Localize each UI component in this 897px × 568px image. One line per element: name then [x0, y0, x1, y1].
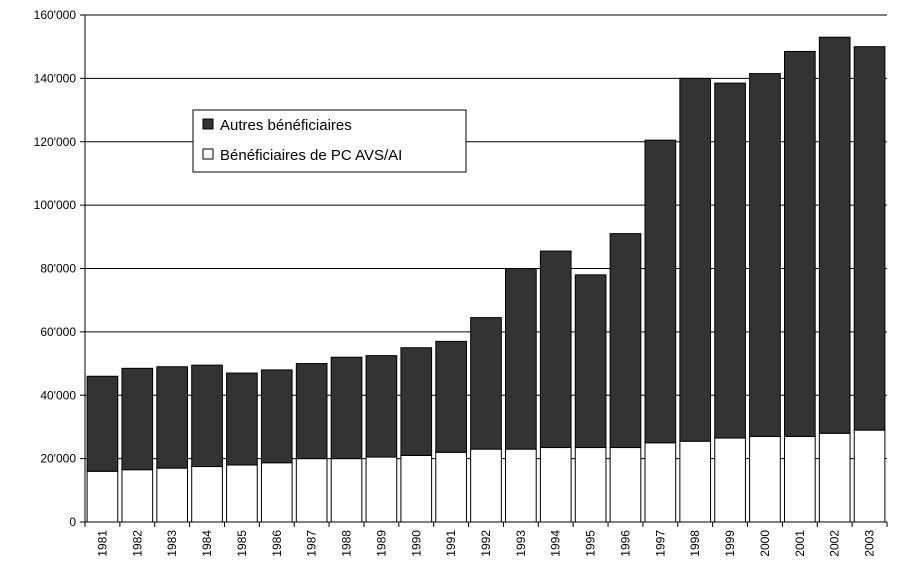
- bar-segment-autres: [435, 340, 467, 453]
- x-tick-label: 1990: [409, 530, 423, 557]
- bar-segment-pc-avs-ai: [679, 440, 712, 523]
- legend-swatch-pc: [202, 148, 214, 160]
- legend-swatch-autres: [202, 118, 214, 130]
- x-tick-label: 1997: [653, 530, 667, 557]
- bar-segment-autres: [470, 317, 502, 450]
- bar-segment-pc-avs-ai: [853, 429, 886, 523]
- y-tick-label: 20'000: [40, 452, 76, 466]
- bar-segment-pc-avs-ai: [435, 451, 467, 523]
- bar-segment-pc-avs-ai: [260, 462, 293, 523]
- y-tick-label: 140'000: [34, 71, 77, 85]
- bar-segment-autres: [121, 367, 154, 471]
- bar-segment-pc-avs-ai: [749, 435, 781, 523]
- bar-segment-autres: [86, 375, 119, 472]
- bar-segment-autres: [156, 366, 189, 469]
- bar-segment-autres: [400, 347, 433, 456]
- bar-segment-pc-avs-ai: [156, 467, 189, 523]
- bar-segment-autres: [365, 355, 398, 458]
- bar-segment-autres: [818, 36, 851, 434]
- bar-segment-autres: [295, 363, 328, 460]
- x-tick-labels: 1981 1982 1983 1984 1985 1986 1987 1988 1989 1990…: [95, 530, 876, 557]
- legend-label-autres: Autres bénéficiaires: [220, 117, 352, 134]
- x-tick-label: 1993: [514, 530, 528, 557]
- bar-segment-autres: [644, 139, 677, 444]
- x-tick-label: 2003: [863, 530, 877, 557]
- bar-segment-autres: [260, 369, 293, 464]
- x-tick-label: 1982: [130, 530, 144, 557]
- x-tick-label: 1999: [723, 530, 737, 557]
- bar-segment-pc-avs-ai: [365, 456, 398, 523]
- bar-segment-pc-avs-ai: [295, 458, 328, 523]
- bar-segment-autres: [679, 77, 712, 442]
- bar-segment-autres: [783, 50, 816, 437]
- legend-box: [192, 109, 467, 173]
- x-tick-label: 1996: [618, 530, 632, 557]
- y-tick-label: 100'000: [34, 198, 77, 212]
- axes: [80, 14, 888, 527]
- bar-segment-pc-avs-ai: [574, 447, 607, 523]
- bar-segment-pc-avs-ai: [783, 435, 816, 523]
- legend: Autres bénéficiaires Bénéficiaires de PC…: [192, 109, 467, 173]
- x-tick-label: 1981: [95, 530, 109, 557]
- x-tick-label: 1984: [200, 530, 214, 557]
- y-tick-labels: 0 20'000 40'000 60'000 80'000 100'000 120'000 1…: [34, 8, 77, 529]
- bar-segment-pc-avs-ai: [121, 469, 154, 523]
- y-tick-label: 60'000: [40, 325, 76, 339]
- bar-segment-autres: [574, 274, 607, 449]
- bar-segment-pc-avs-ai: [505, 448, 537, 523]
- x-tick-label: 2001: [793, 530, 807, 557]
- legend-label-pc: Bénéficiaires de PC AVS/AI: [220, 147, 402, 164]
- x-tick-label: 1991: [444, 530, 458, 557]
- x-tick-label: 1992: [479, 530, 493, 557]
- y-tick-label: 80'000: [40, 262, 76, 276]
- bar-segment-pc-avs-ai: [539, 447, 572, 523]
- bars: [86, 36, 886, 523]
- y-tick-label: 120'000: [34, 135, 77, 149]
- bar-segment-autres: [539, 250, 572, 449]
- x-tick-label: 1985: [235, 530, 249, 557]
- bar-segment-pc-avs-ai: [226, 464, 258, 523]
- y-tick-label: 40'000: [40, 388, 76, 402]
- x-tick-label: 2000: [758, 530, 772, 557]
- y-tick-label: 160'000: [34, 8, 77, 22]
- bar-segment-pc-avs-ai: [400, 454, 433, 523]
- bar-segment-pc-avs-ai: [330, 458, 363, 523]
- bar-segment-autres: [505, 268, 537, 450]
- bar-segment-pc-avs-ai: [714, 437, 746, 523]
- y-tick-label: 0: [69, 515, 76, 529]
- bar-segment-pc-avs-ai: [644, 442, 677, 523]
- bar-segment-pc-avs-ai: [470, 448, 502, 523]
- x-tick-label: 1986: [270, 530, 284, 557]
- bar-segment-autres: [330, 356, 363, 460]
- bar-segment-autres: [714, 82, 746, 439]
- bar-segment-pc-avs-ai: [86, 470, 119, 523]
- bar-segment-autres: [749, 73, 781, 437]
- bar-segment-pc-avs-ai: [191, 466, 223, 523]
- x-tick-label: 1994: [549, 530, 563, 557]
- x-tick-label: 1988: [340, 530, 354, 557]
- bar-segment-autres: [191, 364, 223, 468]
- x-tick-label: 2002: [828, 530, 842, 557]
- x-tick-label: 1995: [584, 530, 598, 557]
- x-tick-label: 1998: [688, 530, 702, 557]
- bar-segment-autres: [853, 46, 886, 431]
- x-tick-label: 1983: [165, 530, 179, 557]
- x-tick-label: 1987: [305, 530, 319, 557]
- bar-segment-pc-avs-ai: [609, 447, 642, 523]
- bar-segment-autres: [226, 372, 258, 466]
- bar-segment-pc-avs-ai: [818, 432, 851, 523]
- x-tick-label: 1989: [374, 530, 388, 557]
- bar-segment-autres: [609, 233, 642, 449]
